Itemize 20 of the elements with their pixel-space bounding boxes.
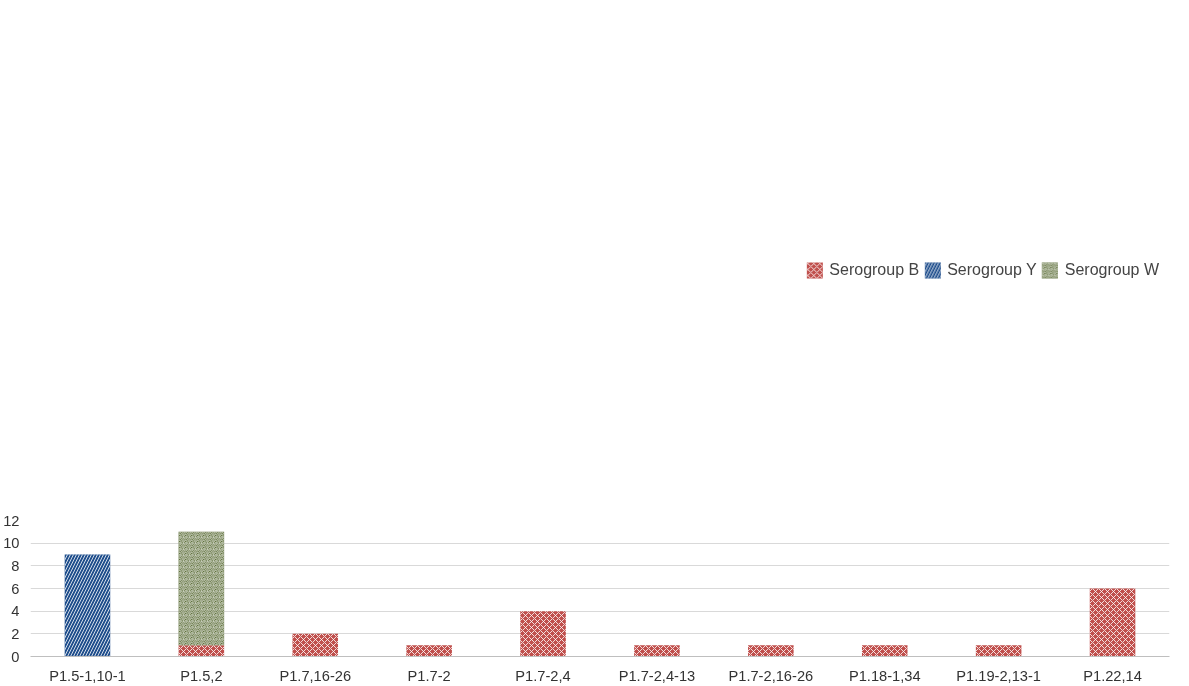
y-tick-label: 10 <box>3 535 20 552</box>
y-tick-label: 2 <box>11 625 20 642</box>
y-tick-label: 0 <box>11 648 20 665</box>
x-tick-label: P1.5-1,10-1 <box>49 667 126 684</box>
x-tick-label: P1.7-2,16-26 <box>728 667 814 684</box>
y-tick-label: 8 <box>11 557 20 574</box>
x-tick-label: P1.5,2 <box>180 667 223 684</box>
y-tick-label: 6 <box>11 580 20 597</box>
legend-label: Serogroup Y <box>947 261 1037 279</box>
x-tick-label: P1.7-2,4-13 <box>618 667 696 684</box>
x-tick-label: P1.7-2,4 <box>515 667 571 684</box>
x-tick-label: P1.19-2,13-1 <box>956 667 1042 684</box>
x-tick-label: P1.7,16-26 <box>279 667 352 684</box>
x-tick-label: P1.18-1,34 <box>848 667 921 684</box>
legend-label: Serogroup W <box>1064 261 1159 279</box>
x-tick-label: P1.22,14 <box>1083 667 1142 684</box>
legend-label: Serogroup B <box>829 261 920 279</box>
y-tick-label: 12 <box>3 512 20 529</box>
y-tick-label: 4 <box>11 603 20 620</box>
x-tick-label: P1.7-2 <box>407 667 451 684</box>
